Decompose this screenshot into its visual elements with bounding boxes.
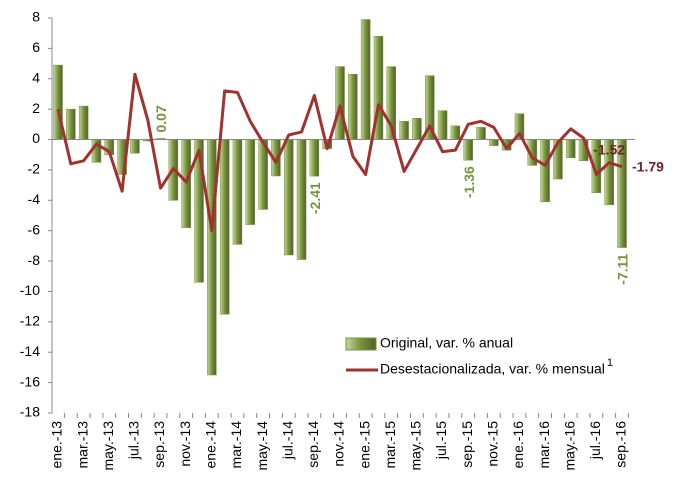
x-tick-label: mar.-13 bbox=[74, 421, 90, 469]
legend-label: Original, var. % anual bbox=[380, 335, 513, 351]
y-tick-label: -8 bbox=[28, 252, 41, 268]
line-value-label: -1.52 bbox=[593, 141, 625, 157]
bar bbox=[348, 73, 358, 140]
y-tick-label: -6 bbox=[28, 221, 41, 237]
x-tick-label: nov.-15 bbox=[485, 421, 501, 467]
bar bbox=[245, 139, 256, 225]
line-value-label: -1.79 bbox=[632, 158, 664, 174]
y-tick-label: -10 bbox=[20, 282, 40, 298]
legend-swatch bbox=[345, 337, 377, 351]
line-series bbox=[56, 72, 623, 233]
y-tick-label: -4 bbox=[28, 191, 41, 207]
y-tick-label: -18 bbox=[20, 404, 40, 420]
x-tick-label: mar.-16 bbox=[536, 421, 552, 469]
x-tick-label: may.-14 bbox=[254, 421, 270, 471]
x-tick-label: nov.-14 bbox=[331, 421, 347, 467]
x-tick-label: nov.-13 bbox=[177, 421, 193, 467]
x-tick-label: ene.-15 bbox=[356, 421, 372, 469]
bar bbox=[565, 139, 576, 159]
bar bbox=[476, 127, 486, 140]
bar bbox=[540, 139, 550, 203]
bar-value-label: -1.36 bbox=[461, 166, 477, 198]
y-tick-label: 8 bbox=[32, 9, 40, 25]
bar bbox=[232, 139, 243, 245]
y-tick-label: -16 bbox=[20, 373, 40, 389]
bar bbox=[283, 139, 294, 256]
bar bbox=[463, 139, 473, 161]
x-tick-label: may.-15 bbox=[408, 421, 424, 471]
y-tick-label: -2 bbox=[28, 161, 41, 177]
bar bbox=[450, 125, 461, 140]
x-tick-label: jul.-15 bbox=[433, 421, 449, 460]
bar bbox=[66, 108, 76, 140]
legend-superscript: 1 bbox=[607, 357, 613, 369]
y-tick-label: 0 bbox=[32, 130, 40, 146]
bar bbox=[360, 19, 371, 140]
x-tick-label: sep.-14 bbox=[305, 421, 321, 468]
bar bbox=[207, 139, 217, 376]
x-tick-label: jul.-13 bbox=[126, 421, 142, 460]
bar bbox=[399, 121, 409, 140]
x-tick-label: jul.-16 bbox=[587, 421, 603, 460]
bar bbox=[219, 139, 230, 315]
bar bbox=[437, 110, 448, 140]
x-tick-label: ene.-13 bbox=[49, 421, 65, 469]
x-tick-label: mar.-14 bbox=[228, 421, 244, 469]
x-tick-label: mar.-15 bbox=[382, 421, 398, 469]
bar bbox=[489, 139, 499, 146]
bar bbox=[78, 105, 89, 140]
y-tick-label: 4 bbox=[32, 69, 40, 85]
x-tick-label: jul.-14 bbox=[279, 421, 295, 460]
x-tick-label: may.-16 bbox=[561, 421, 577, 471]
bar-value-label: 0.07 bbox=[153, 105, 169, 132]
y-tick-label: 2 bbox=[32, 100, 40, 116]
bar bbox=[130, 139, 140, 154]
bar bbox=[181, 139, 191, 228]
x-tick-label: sep.-16 bbox=[613, 421, 629, 468]
x-tick-label: ene.-14 bbox=[203, 421, 219, 469]
y-tick-label: -12 bbox=[20, 313, 40, 329]
legend-label: Desestacionalizada, var. % mensual bbox=[380, 361, 605, 377]
x-tick-label: sep.-15 bbox=[459, 421, 475, 468]
y-tick-label: 6 bbox=[32, 39, 40, 55]
y-tick-label: -14 bbox=[20, 343, 40, 359]
x-tick-label: may.-13 bbox=[100, 421, 116, 471]
x-tick-label: sep.-13 bbox=[151, 421, 167, 468]
bar-value-label: -2.41 bbox=[307, 182, 323, 214]
bar bbox=[296, 139, 307, 260]
x-tick-label: ene.-16 bbox=[510, 421, 526, 469]
bar bbox=[412, 118, 422, 140]
bar-value-label: -7.11 bbox=[615, 253, 631, 284]
bar bbox=[309, 139, 320, 177]
bar bbox=[335, 66, 345, 140]
